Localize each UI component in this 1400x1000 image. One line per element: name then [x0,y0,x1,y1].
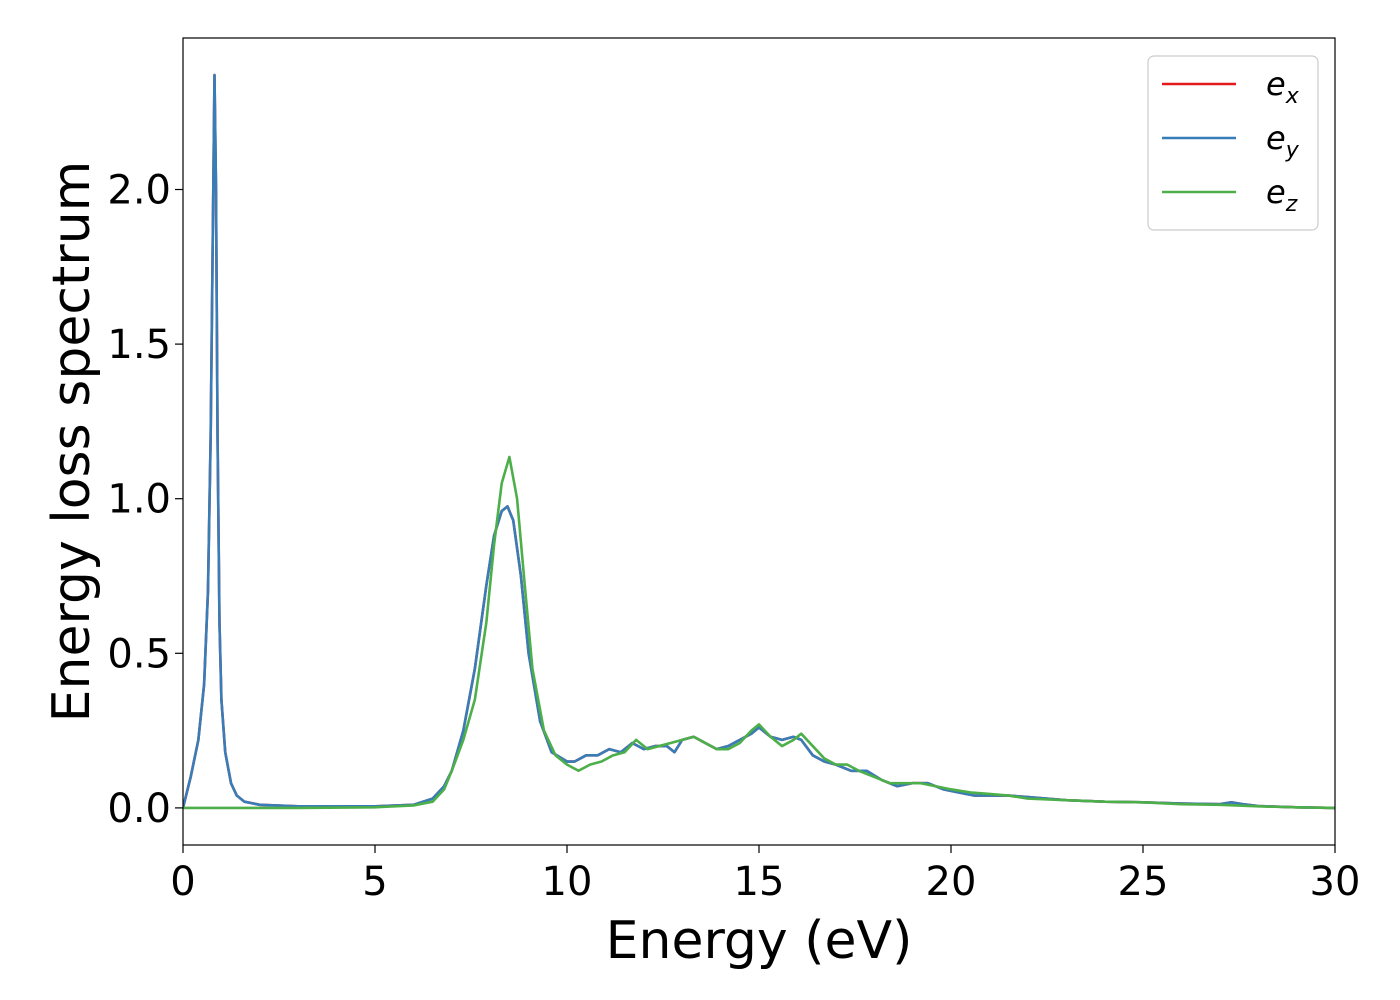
legend-label-ez: ez [1266,173,1298,217]
x-tick-label: 15 [734,859,785,905]
y-tick-label: 1.5 [107,322,171,368]
x-tick-label: 5 [362,859,387,905]
y-tick-label: 2.0 [107,168,171,214]
legend: ex ey ez [1147,55,1319,231]
series-line-ez [183,455,1335,810]
y-axis-label: Energy loss spectrum [42,161,102,723]
x-tick-label: 30 [1310,859,1361,905]
x-tick-label: 25 [1118,859,1169,905]
x-axis-label: Energy (eV) [606,911,913,971]
x-axis-ticks: 0 5 10 15 20 25 30 [170,845,1360,905]
y-tick-label: 0.5 [107,631,171,677]
y-axis-ticks: 0.0 0.5 1.0 1.5 2.0 [107,168,183,832]
x-tick-label: 10 [542,859,593,905]
legend-label-ey: ey [1266,119,1300,163]
y-tick-label: 0.0 [107,786,171,832]
y-tick-label: 1.0 [107,477,171,523]
legend-box [1147,55,1319,231]
x-tick-label: 0 [170,859,195,905]
series-group [183,73,1335,810]
x-tick-label: 20 [926,859,977,905]
series-line-ey [183,73,1335,810]
legend-label-ex: ex [1266,65,1300,109]
